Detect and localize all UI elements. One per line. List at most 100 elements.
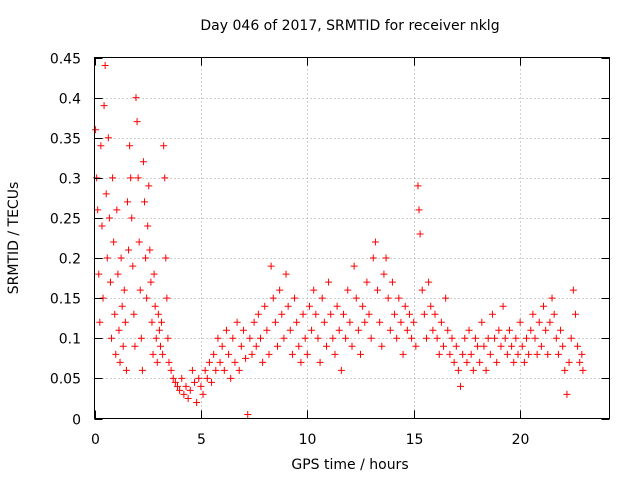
y-tick-label: 0.1 (59, 332, 81, 348)
data-points (92, 62, 587, 418)
data-point (205, 358, 213, 366)
y-tick-label: 0 (72, 413, 81, 429)
data-point (335, 326, 343, 334)
data-point (126, 142, 134, 150)
data-point (416, 230, 424, 238)
data-point (267, 262, 275, 270)
data-point (461, 334, 469, 342)
data-point (216, 358, 224, 366)
data-point (155, 326, 163, 334)
data-point (525, 350, 533, 358)
data-point (348, 342, 356, 350)
data-point (96, 318, 104, 326)
data-point (329, 334, 337, 342)
data-point (399, 350, 407, 358)
data-point (203, 374, 211, 382)
data-point (186, 386, 194, 394)
data-point (410, 318, 418, 326)
data-point (220, 366, 228, 374)
data-point (431, 310, 439, 318)
data-point (127, 174, 135, 182)
data-point (130, 310, 138, 318)
data-point (401, 302, 409, 310)
y-tick-label: 0.15 (50, 292, 81, 308)
data-point (482, 366, 490, 374)
data-point (173, 382, 181, 390)
data-point (261, 302, 269, 310)
data-point (165, 358, 173, 366)
data-point (476, 358, 484, 366)
data-point (102, 190, 110, 198)
data-point (149, 350, 157, 358)
data-point (239, 326, 247, 334)
data-point (139, 158, 147, 166)
data-point (527, 326, 535, 334)
data-point (178, 374, 186, 382)
data-point (274, 342, 282, 350)
data-point (491, 334, 499, 342)
data-point (176, 386, 184, 394)
x-tick-label: 15 (406, 432, 424, 448)
data-point (242, 354, 250, 362)
data-point (552, 334, 560, 342)
data-point (459, 350, 467, 358)
data-point (94, 206, 102, 214)
data-point (152, 334, 160, 342)
data-point (333, 302, 341, 310)
data-point (133, 118, 141, 126)
y-axis-label: SRMTID / TECUs (6, 182, 22, 295)
data-point (147, 278, 155, 286)
data-point (180, 390, 188, 398)
data-point (339, 310, 347, 318)
data-point (235, 366, 243, 374)
data-point (386, 326, 394, 334)
data-point (146, 246, 154, 254)
data-point (109, 174, 117, 182)
data-point (548, 294, 556, 302)
data-point (153, 358, 161, 366)
data-point (150, 270, 158, 278)
data-point (418, 286, 426, 294)
data-point (132, 94, 140, 102)
y-tick-label: 0.25 (50, 212, 81, 228)
data-point (361, 318, 369, 326)
data-point (314, 334, 322, 342)
data-point (276, 286, 284, 294)
y-tick-label: 0.3 (59, 172, 81, 188)
data-point (195, 374, 203, 382)
data-point (293, 318, 301, 326)
data-point (112, 350, 120, 358)
data-point (210, 350, 218, 358)
data-point (415, 206, 423, 214)
data-point (191, 378, 199, 386)
data-point (125, 246, 133, 254)
data-point (288, 350, 296, 358)
data-point (231, 358, 239, 366)
data-point (265, 350, 273, 358)
data-point (380, 270, 388, 278)
data-point (520, 358, 528, 366)
data-point (367, 334, 375, 342)
data-point (158, 318, 166, 326)
data-point (269, 294, 277, 302)
x-tick-label: 10 (299, 432, 317, 448)
data-point (467, 350, 475, 358)
data-point (284, 302, 292, 310)
data-point (122, 366, 130, 374)
data-point (444, 326, 452, 334)
data-point (182, 382, 190, 390)
data-point (119, 342, 127, 350)
data-point (452, 342, 460, 350)
data-point (134, 174, 142, 182)
data-point (303, 350, 311, 358)
data-point (420, 310, 428, 318)
data-point (278, 310, 286, 318)
data-point (512, 334, 520, 342)
data-point (478, 318, 486, 326)
grid-lines (94, 57, 610, 419)
data-point (95, 270, 103, 278)
data-point (578, 350, 586, 358)
data-point (299, 310, 307, 318)
data-point (565, 358, 573, 366)
